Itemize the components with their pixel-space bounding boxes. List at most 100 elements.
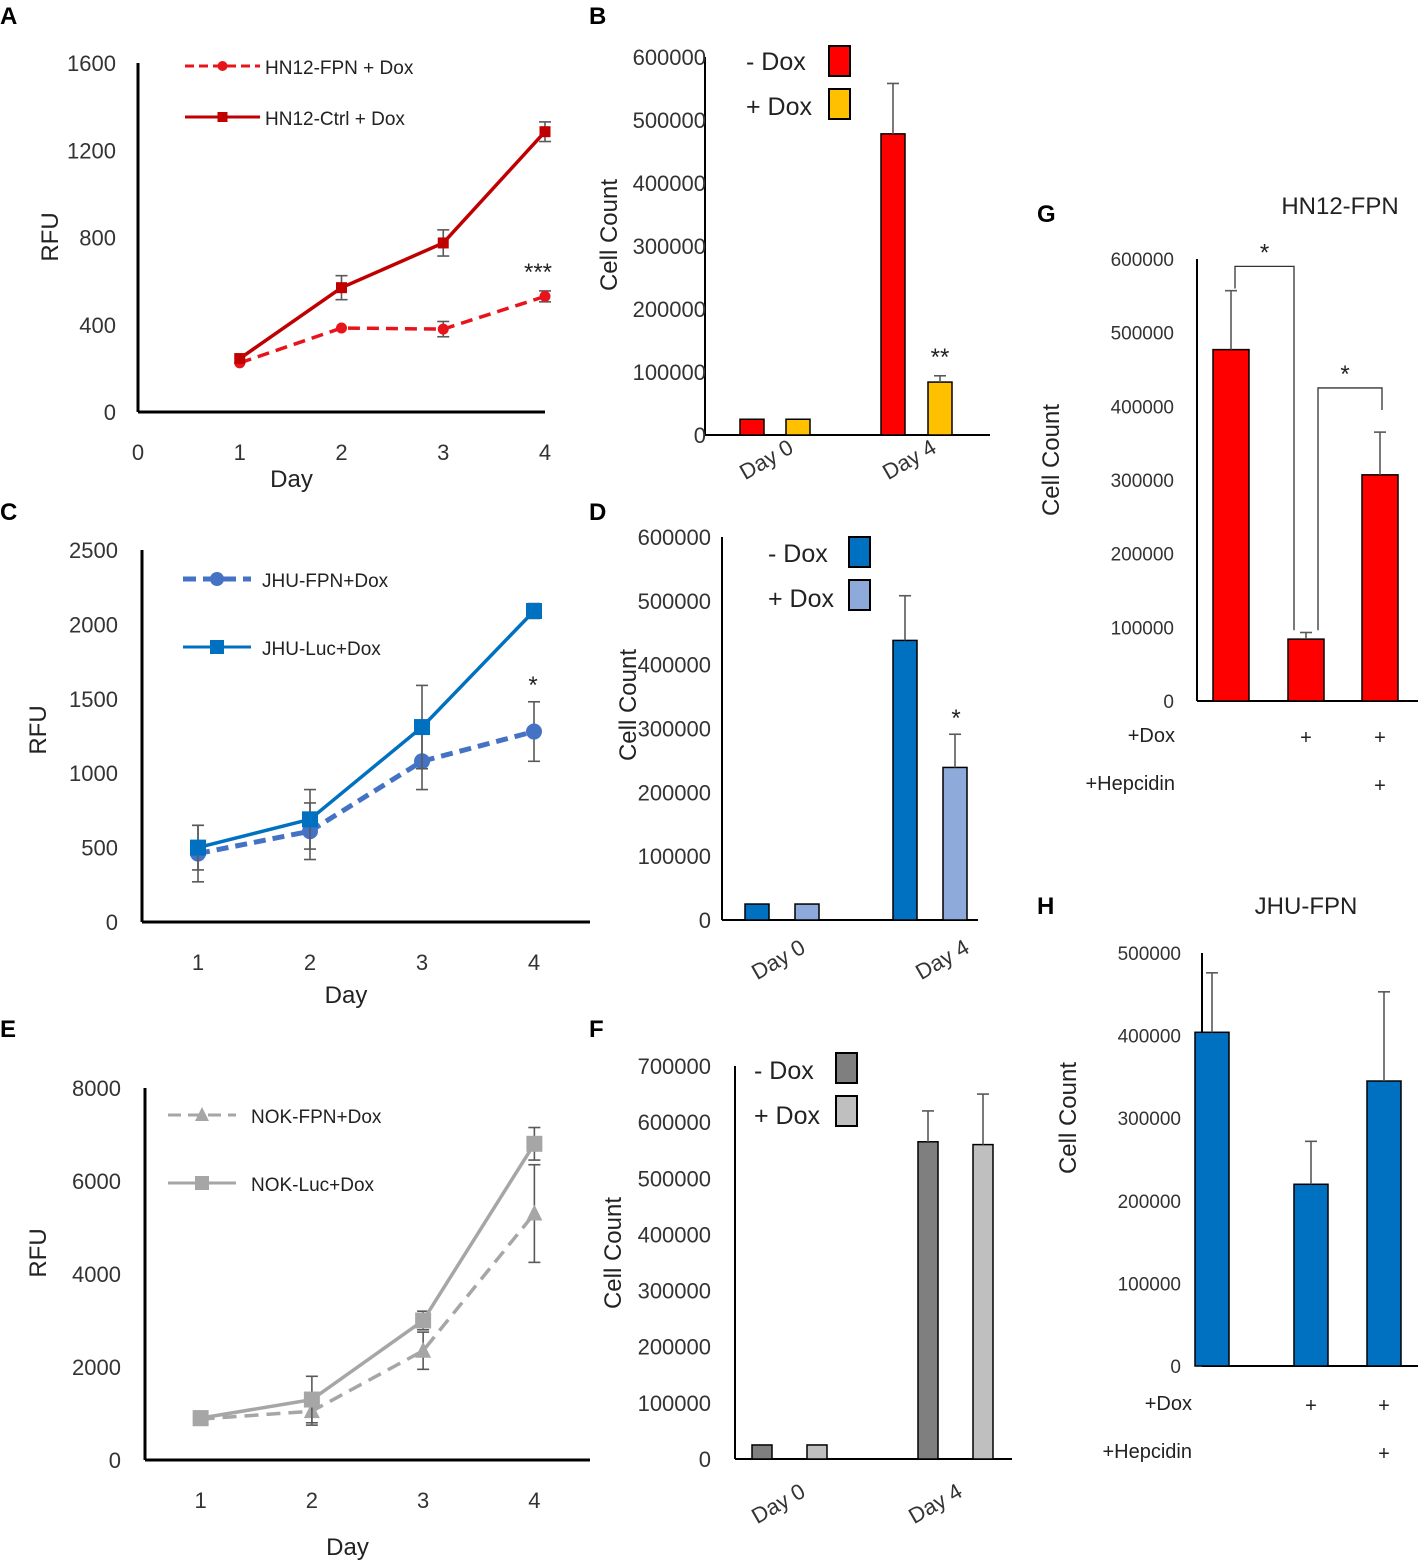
y-axis-title: RFU <box>37 212 64 261</box>
y-tick-label: 100000 <box>633 360 706 385</box>
legend-entry: JHU-FPN+Dox <box>183 571 389 592</box>
legend-label: JHU-FPN+Dox <box>262 571 389 592</box>
bars <box>1212 289 1399 702</box>
legend-swatch-marker <box>195 1107 209 1121</box>
series-minus-dox <box>744 594 918 921</box>
y-tick-label: 200000 <box>633 297 706 322</box>
bracket <box>1317 387 1383 631</box>
series-line <box>200 1212 536 1421</box>
y-tick-labels: 0 2000 4000 6000 8000 <box>72 1076 121 1473</box>
condition-mark: + <box>1374 727 1386 749</box>
y-tick-label: 500000 <box>633 108 706 133</box>
category-labels: Day 0 Day 4 <box>747 934 973 984</box>
error-bar <box>1305 1140 1317 1185</box>
y-axis-title: RFU <box>25 705 52 754</box>
y-tick-label: 0 <box>104 400 116 425</box>
error-bar <box>1300 631 1312 640</box>
panel-F: F 0 100000 200000 300000 400000 500000 600000 70… <box>589 1016 1012 1529</box>
panel-letter: D <box>589 499 606 526</box>
category-label: Day 4 <box>911 934 973 984</box>
panel-letter: B <box>589 3 606 30</box>
category-label: Day 4 <box>904 1478 966 1528</box>
data-point <box>437 237 449 249</box>
legend-label: - Dox <box>768 540 828 568</box>
significance-annotation: * <box>528 672 537 699</box>
x-tick-label: 1 <box>234 440 246 465</box>
panel-letter: A <box>0 3 17 30</box>
series-minus-dox <box>739 82 906 436</box>
y-tick-label: 2500 <box>69 538 118 563</box>
data-point <box>415 1341 432 1358</box>
y-tick-label: 600000 <box>1111 250 1174 271</box>
y-tick-label: 800 <box>79 226 116 251</box>
x-tick-labels: 1 2 3 4 <box>195 1488 541 1513</box>
category-label: Day 0 <box>747 934 809 984</box>
data-point <box>539 290 551 302</box>
y-tick-label: 100000 <box>1111 618 1174 639</box>
bar <box>1366 1080 1402 1367</box>
x-tick-label: 4 <box>539 440 551 465</box>
series-line <box>197 729 535 857</box>
y-tick-label: 100000 <box>638 1391 711 1416</box>
series-line <box>238 130 547 360</box>
chart-title: HN12-FPN <box>1281 193 1398 220</box>
y-tick-label: 600000 <box>638 1110 711 1135</box>
x-tick-labels: 1 2 3 4 <box>192 950 540 975</box>
y-tick-label: 6000 <box>72 1169 121 1194</box>
legend-swatch-marker <box>217 61 228 71</box>
significance-annotation: * <box>1260 239 1269 266</box>
legend-label: - Dox <box>746 48 806 76</box>
series-line <box>200 1142 536 1420</box>
chart-title: JHU-FPN <box>1255 893 1358 920</box>
data-point <box>526 603 542 620</box>
panel-letter: H <box>1037 893 1054 920</box>
bar <box>892 639 918 921</box>
y-tick-label: 200000 <box>1111 545 1174 566</box>
y-tick-label: 400000 <box>638 653 711 678</box>
bar <box>1293 1183 1329 1367</box>
y-tick-label: 300000 <box>1111 471 1174 492</box>
condition-table: +Dox + + +Hepcidin + <box>1085 725 1385 797</box>
y-tick-label: 8000 <box>72 1076 121 1101</box>
bars <box>1194 972 1402 1367</box>
y-tick-labels: 0 500 1000 1500 2000 2500 <box>69 538 118 935</box>
bracket <box>1234 265 1295 631</box>
y-tick-labels: 0 100000 200000 300000 400000 500000 600000 <box>638 525 711 933</box>
legend-entry: HN12-Ctrl + Dox <box>185 109 405 130</box>
panel-E: E 0 2000 4000 6000 8000 1 2 3 4 Day RFU NOK-FPN+Dox N… <box>0 1016 590 1561</box>
y-tick-label: 400000 <box>1118 1027 1181 1048</box>
significance-annotation: ** <box>931 344 950 371</box>
x-axis-title: Day <box>326 1534 369 1561</box>
y-tick-labels: 0 100000 200000 300000 400000 500000 600000 <box>1111 250 1174 713</box>
x-tick-label: 4 <box>528 950 540 975</box>
series-line <box>239 294 546 365</box>
data-point <box>539 126 551 138</box>
legend-entry: - Dox <box>754 1052 858 1085</box>
series-jhu-fpn-dox <box>190 700 542 883</box>
legend-entry: - Dox <box>768 536 871 568</box>
bar <box>880 133 906 436</box>
legend-swatch <box>828 45 851 77</box>
y-tick-label: 500000 <box>638 589 711 614</box>
y-tick-label: 200000 <box>1118 1192 1181 1213</box>
error-bar <box>899 594 911 641</box>
data-point <box>303 1391 320 1408</box>
y-tick-label: 0 <box>1163 692 1174 713</box>
condition-label: +Hepcidin <box>1085 773 1175 795</box>
bar <box>794 903 820 921</box>
category-labels: Day 0 Day 4 <box>735 434 940 484</box>
y-tick-label: 2000 <box>69 612 118 637</box>
x-tick-label: 1 <box>195 1488 207 1513</box>
series-jhu-luc-dox <box>190 602 542 871</box>
legend-label: NOK-Luc+Dox <box>251 1175 375 1196</box>
y-tick-labels: 0 100000 200000 300000 400000 500000 <box>1118 944 1181 1378</box>
data-point <box>190 839 206 856</box>
condition-label: +Hepcidin <box>1102 1441 1192 1463</box>
x-tick-label: 1 <box>192 950 204 975</box>
condition-mark: + <box>1378 1443 1390 1465</box>
data-point <box>526 1135 543 1152</box>
y-tick-labels: 0 100000 200000 300000 400000 500000 600000 700… <box>638 1054 711 1472</box>
legend-swatch <box>848 536 871 568</box>
category-label: Day 0 <box>747 1478 809 1528</box>
series-line <box>197 609 536 850</box>
